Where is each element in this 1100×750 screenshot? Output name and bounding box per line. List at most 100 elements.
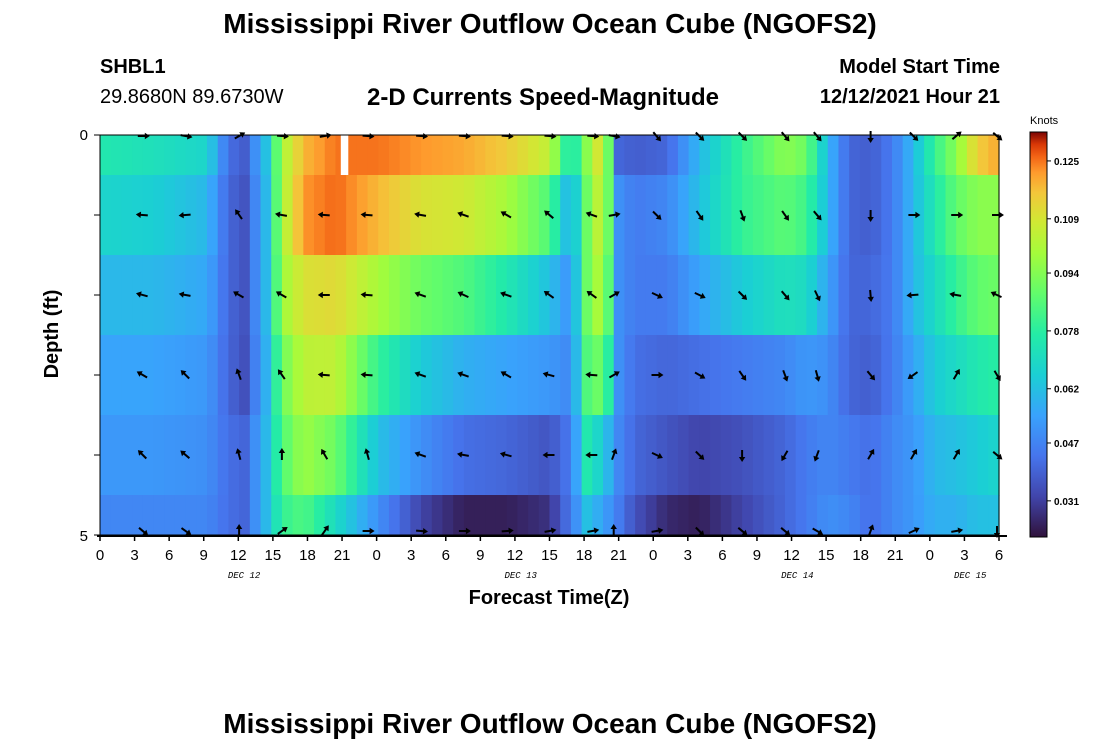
current-vector [814,369,821,382]
heatmap-cell [881,135,893,176]
heatmap-cell [784,335,797,416]
heatmap-cell [934,495,947,536]
current-vector [136,371,148,379]
heatmap-cell [196,175,208,256]
heatmap-cell [720,255,733,336]
heatmap-cell [891,135,904,176]
heatmap-cell [388,415,401,496]
heatmap-cell [495,175,508,256]
date-label: DEC 12 [228,571,261,581]
current-vector [585,371,598,378]
missing-data-gap [340,135,349,175]
heatmap-cell [859,335,872,416]
heatmap-cell [752,175,765,256]
heatmap-cell [185,495,197,536]
x-tick-label: 18 [299,547,316,564]
current-vector [138,527,149,536]
heatmap-cell [249,495,262,536]
current-vector [951,527,964,534]
current-vector [414,371,427,378]
heatmap-cell [121,335,133,416]
current-vector [695,526,705,536]
heatmap-cell [699,135,711,176]
heatmap-cell [228,135,240,176]
heatmap-cell [239,255,251,336]
heatmap-cell [784,495,797,536]
heatmap-cell [549,255,561,336]
heatmap-cell [239,135,251,176]
current-vector [780,131,790,142]
heatmap-cell [271,255,283,336]
heatmap-cell [217,175,230,256]
heatmap-cell [196,495,208,536]
current-vector [543,291,555,299]
heatmap-cell [153,415,165,496]
heatmap-cell [956,135,968,176]
heatmap-cell [592,495,604,536]
current-vector [414,211,427,218]
x-tick-label: 9 [476,547,484,564]
heatmap-cell [207,495,219,536]
current-vector [651,371,664,379]
current-vector [321,448,329,460]
current-vector [135,211,148,218]
heatmap-cell [121,175,133,256]
heatmap-cell [924,175,936,256]
heatmap-cell [153,135,165,176]
x-tick-label: 12 [783,547,800,564]
current-vector [542,451,555,459]
heatmap-cell [731,175,743,256]
heatmap-cell [934,335,947,416]
heatmap-cell [207,175,219,256]
heatmap-cell [891,415,904,496]
heatmap-cell [774,335,786,416]
heatmap-cell [881,415,893,496]
current-vector [233,291,244,299]
y-tick-label: 0 [80,127,88,144]
current-vector [457,291,469,299]
heatmap-cell [142,335,155,416]
heatmap-cell [817,335,829,416]
heatmap-cell [742,415,754,496]
current-vector [235,368,242,381]
current-vector [275,211,288,218]
heatmap-cell [410,135,422,176]
current-vector [611,448,618,461]
heatmap-cell [688,495,700,536]
heatmap-cell [774,255,786,336]
heatmap-cell [934,175,947,256]
heatmap-cell [613,175,626,256]
heatmap-cell [367,335,379,416]
heatmap-cell [303,415,315,496]
heatmap-cell [421,175,433,256]
current-vector [952,448,960,460]
heatmap-cell [667,255,679,336]
heatmap-cell [549,335,561,416]
heatmap-cell [100,135,112,176]
heatmap-cell [592,255,604,336]
heatmap-cell [239,415,251,496]
heatmap-cell [688,135,700,176]
heatmap-cell [153,255,165,336]
heatmap-cell [517,135,529,176]
heatmap-cell [902,175,914,256]
heatmap-cell [677,415,690,496]
colorbar: Knots 0.125 0.109 0.094 0.078 0.062 0.047 0.03… [1029,115,1079,538]
heatmap-cell [913,255,925,336]
heatmap-cell [570,255,583,336]
heatmap-cell [945,135,957,176]
heatmap-cell [656,175,668,256]
heatmap-cell [474,255,486,336]
heatmap-cell [207,335,219,416]
heatmap-cell [442,255,454,336]
heatmap-cell [603,175,615,256]
heatmap-cell [378,175,390,256]
heatmap-cell [249,335,262,416]
heatmap-cell [207,135,219,176]
colorbar-tick-label: 0.047 [1054,439,1079,450]
heatmap-cell [378,135,390,176]
heatmap-cell [635,255,647,336]
heatmap-cell [710,255,722,336]
heatmap-cell [977,135,989,176]
heatmap-cell [592,335,604,416]
